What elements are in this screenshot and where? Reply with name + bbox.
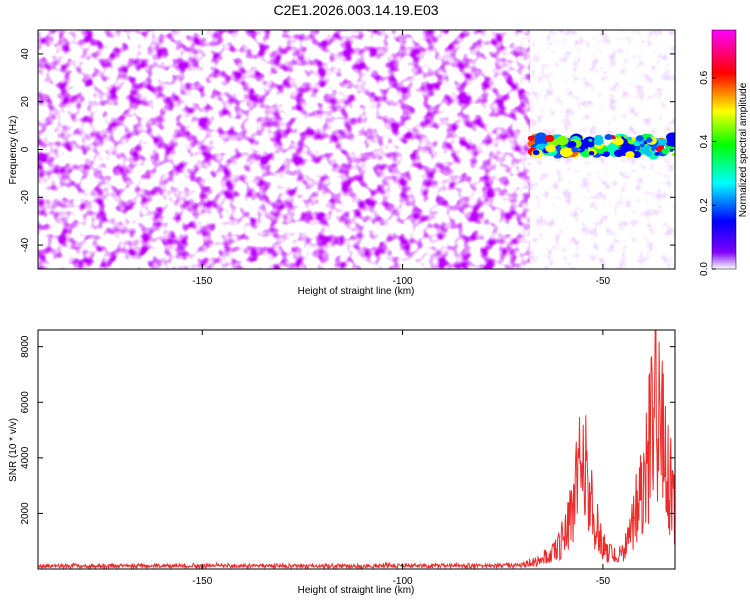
signal-blob — [571, 147, 579, 153]
top-x-tick-label: -150 — [192, 276, 212, 287]
signal-band — [527, 132, 675, 160]
signal-blob — [625, 151, 635, 159]
signal-blob — [658, 138, 668, 146]
top-y-tick-label: 40 — [20, 48, 31, 60]
signal-blob — [640, 146, 650, 154]
signal-blob — [559, 147, 573, 158]
figure-title: C2E1.2026.003.14.19.E03 — [273, 2, 438, 18]
signal-blob — [545, 144, 556, 153]
top-y-axis-label: Frequency (Hz) — [8, 116, 19, 185]
colorbar-tick-label: 0.0 — [699, 262, 710, 276]
bottom-x-tick-label: -50 — [596, 576, 611, 587]
bottom-x-tick-label: -100 — [393, 576, 413, 587]
signal-blob — [535, 136, 546, 144]
signal-blob — [593, 137, 604, 146]
colorbar-tick-label: 0.6 — [699, 70, 710, 84]
colorbar-tick-label: 0.2 — [699, 198, 710, 212]
colorbar-tick-label: 0.4 — [699, 134, 710, 148]
signal-blob — [635, 135, 644, 142]
top-y-tick-label: -20 — [20, 190, 31, 205]
signal-blob — [672, 152, 675, 157]
bottom-y-tick-label: 6000 — [20, 391, 31, 414]
signal-blob — [654, 152, 660, 156]
bottom-x-tick-label: -150 — [192, 576, 212, 587]
bottom-y-axis-label: SNR (10 * v/v) — [8, 418, 19, 482]
colorbar-label: Normalized spectral amplitude — [738, 82, 749, 217]
bottom-y-tick-label: 4000 — [20, 446, 31, 469]
signal-blob — [602, 151, 610, 157]
bottom-x-axis-label: Height of straight line (km) — [298, 585, 415, 596]
top-y-tick-label: 20 — [20, 96, 31, 108]
signal-blob — [527, 135, 535, 141]
signal-blob — [556, 135, 569, 146]
signal-blob — [544, 134, 555, 143]
signal-blob — [632, 151, 642, 158]
signal-blob — [667, 138, 675, 147]
snr-panel: -150 -100 -50 2000 4000 6000 8000 Height of s… — [8, 329, 676, 596]
noise-region — [38, 30, 530, 269]
snr-frame — [37, 329, 676, 570]
top-x-tick-label: -50 — [596, 276, 611, 287]
signal-blob — [661, 148, 670, 155]
signal-blob — [634, 146, 641, 151]
top-y-tick-label: 0 — [20, 146, 31, 152]
bottom-y-tick-label: 8000 — [20, 335, 31, 358]
top-x-axis-label: Height of straight line (km) — [298, 286, 415, 297]
colorbar-gradient — [711, 29, 737, 270]
signal-blob — [588, 151, 595, 156]
top-y-tick-label: -40 — [20, 237, 31, 252]
top-x-tick-label: -100 — [393, 276, 413, 287]
signal-blob — [604, 134, 613, 141]
signal-blob — [613, 149, 624, 158]
signal-blob — [532, 149, 540, 156]
spectrogram-panel: -150 -100 -50 -40 -20 0 20 40 Height of straig… — [8, 29, 676, 297]
signal-blob — [588, 138, 593, 142]
signal-blob — [627, 136, 633, 141]
signal-blob — [567, 140, 577, 148]
signal-blob — [613, 137, 624, 146]
signal-blob — [645, 137, 653, 143]
bottom-y-tick-label: 2000 — [20, 502, 31, 525]
snr-line — [38, 330, 675, 569]
colorbar: 0.0 0.2 0.4 0.6 Normalized spectral amplitu… — [699, 29, 749, 276]
